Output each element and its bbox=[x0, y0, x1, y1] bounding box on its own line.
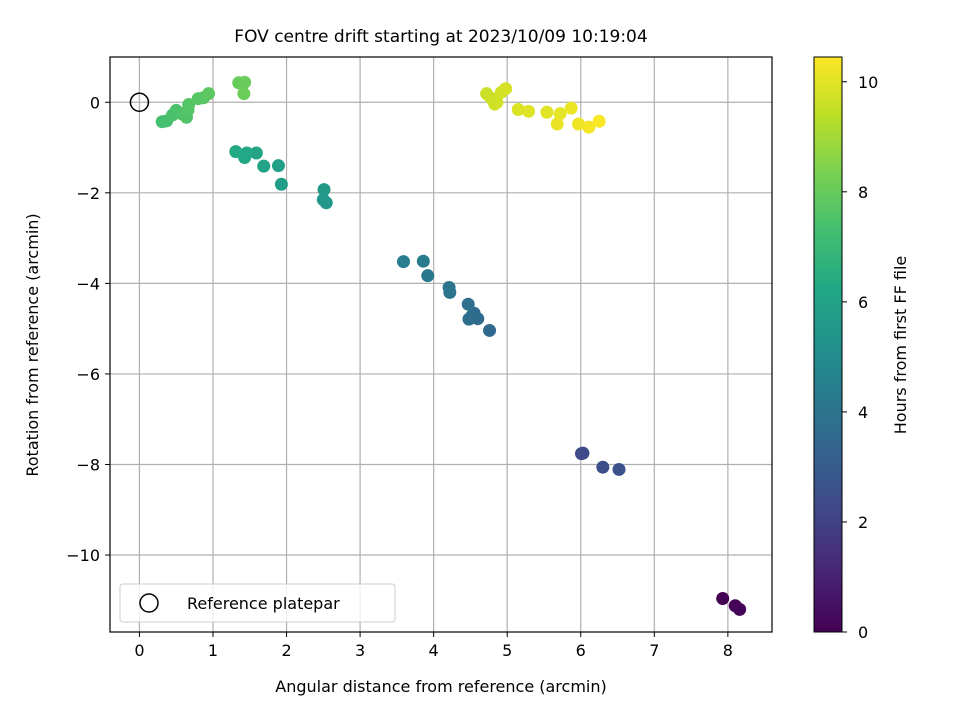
y-tick-label: 0 bbox=[90, 93, 100, 112]
data-point bbox=[716, 591, 730, 605]
y-tick-label: −6 bbox=[76, 365, 100, 384]
data-point bbox=[465, 309, 479, 323]
x-tick-label: 7 bbox=[649, 641, 659, 660]
data-point bbox=[582, 120, 596, 134]
data-point bbox=[592, 114, 606, 128]
x-tick-label: 4 bbox=[429, 641, 439, 660]
data-point bbox=[596, 460, 610, 474]
data-point bbox=[257, 159, 271, 173]
legend-label: Reference platepar bbox=[187, 594, 340, 613]
data-point bbox=[461, 297, 475, 311]
y-tick-label: −4 bbox=[76, 274, 100, 293]
data-point bbox=[553, 107, 567, 121]
x-tick-label: 2 bbox=[281, 641, 291, 660]
chart-title: FOV centre drift starting at 2023/10/09 … bbox=[234, 27, 647, 47]
data-point bbox=[182, 98, 196, 112]
data-point bbox=[416, 254, 430, 268]
x-tick-label: 0 bbox=[134, 641, 144, 660]
colorbar: 0 2 4 6 8 10 Hours from first FF file bbox=[813, 56, 910, 642]
reference-marker bbox=[129, 92, 150, 113]
data-point bbox=[550, 117, 564, 131]
data-point bbox=[316, 193, 330, 207]
data-point bbox=[396, 255, 410, 269]
x-axis-label: Angular distance from reference (arcmin) bbox=[275, 677, 606, 696]
y-tick-label: −2 bbox=[76, 184, 100, 203]
y-axis-label: Rotation from reference (arcmin) bbox=[23, 213, 42, 476]
colorbar-tick-label: 4 bbox=[858, 403, 868, 422]
colorbar-tick-label: 0 bbox=[858, 623, 868, 642]
colorbar-label: Hours from first FF file bbox=[891, 256, 910, 435]
data-point bbox=[240, 146, 254, 160]
x-tick-label: 1 bbox=[208, 641, 218, 660]
colorbar-tick-label: 6 bbox=[858, 293, 868, 312]
data-point bbox=[317, 183, 331, 197]
data-point bbox=[612, 462, 626, 476]
plot-area: 0 1 2 3 4 5 6 7 8 0 −2 −4 −6 −8 −10 bbox=[66, 56, 773, 660]
colorbar-tick-label: 10 bbox=[858, 73, 878, 92]
x-tick-label: 8 bbox=[723, 641, 733, 660]
x-tick-label: 6 bbox=[576, 641, 586, 660]
y-axis-ticks: 0 −2 −4 −6 −8 −10 bbox=[66, 93, 110, 565]
data-point bbox=[249, 146, 263, 160]
data-point bbox=[572, 117, 586, 131]
data-point bbox=[229, 145, 243, 159]
data-point bbox=[576, 446, 590, 460]
colorbar-gradient bbox=[813, 56, 843, 633]
colorbar-tick-label: 2 bbox=[858, 513, 868, 532]
grid bbox=[110, 57, 772, 632]
data-point bbox=[540, 105, 554, 119]
data-point bbox=[274, 177, 288, 191]
data-point bbox=[443, 285, 457, 299]
colorbar-tick-label: 8 bbox=[858, 183, 868, 202]
data-point bbox=[483, 323, 497, 337]
data-point bbox=[564, 101, 578, 115]
data-point bbox=[271, 159, 285, 173]
data-point bbox=[522, 104, 536, 118]
data-point bbox=[421, 269, 435, 283]
data-point bbox=[511, 103, 525, 117]
data-point bbox=[733, 602, 747, 616]
y-tick-label: −8 bbox=[76, 455, 100, 474]
data-point bbox=[202, 87, 216, 101]
legend: Reference platepar bbox=[119, 583, 396, 623]
data-point bbox=[499, 82, 513, 96]
legend-marker bbox=[139, 593, 159, 613]
x-axis-ticks: 0 1 2 3 4 5 6 7 8 bbox=[134, 632, 733, 660]
legend-box bbox=[119, 583, 396, 623]
colorbar-ticks: 0 2 4 6 8 10 bbox=[842, 73, 878, 642]
x-tick-label: 5 bbox=[502, 641, 512, 660]
data-points bbox=[155, 75, 747, 616]
data-point bbox=[237, 87, 251, 101]
data-point bbox=[490, 95, 504, 109]
data-point bbox=[238, 75, 252, 89]
plot-frame bbox=[109, 56, 773, 633]
y-tick-label: −10 bbox=[66, 546, 100, 565]
x-tick-label: 3 bbox=[355, 641, 365, 660]
